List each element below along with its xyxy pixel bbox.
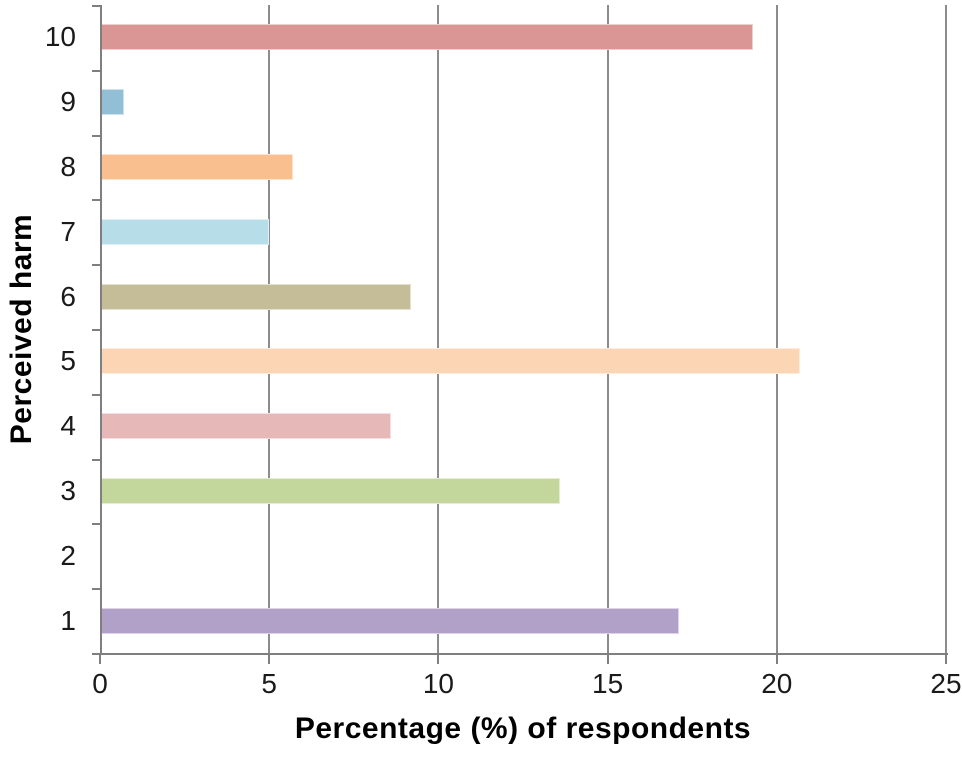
category-label-6: 6 (60, 280, 76, 312)
category-label-1: 1 (60, 604, 76, 636)
x-tick-mark-5 (268, 655, 271, 664)
x-tick-label-5: 5 (261, 668, 277, 699)
bar-row-7 (100, 199, 946, 264)
y-axis-title: Perceived harm (5, 213, 38, 445)
y-tick-mark (92, 588, 100, 591)
bar-row-6 (100, 264, 946, 329)
bar-category-7 (100, 218, 270, 245)
bar-category-6 (100, 283, 412, 310)
y-axis-line (100, 5, 102, 655)
bar-row-9 (100, 70, 946, 135)
bar-row-3 (100, 459, 946, 524)
x-tick-mark-15 (606, 655, 609, 664)
bar-row-8 (100, 135, 946, 200)
gridline-x-5 (268, 5, 271, 653)
gridline-x-15 (606, 5, 609, 653)
gridline-x-10 (437, 5, 440, 653)
category-label-10: 10 (44, 21, 76, 53)
x-tick-label-20: 20 (761, 668, 793, 699)
bar-row-4 (100, 394, 946, 459)
x-tick-label-15: 15 (592, 668, 624, 699)
category-label-3: 3 (60, 475, 76, 506)
gridline-x-25 (945, 5, 947, 653)
category-label-2: 2 (60, 539, 76, 571)
plot-area (100, 5, 947, 653)
x-axis-title: Percentage (%) of respondents (294, 712, 752, 745)
y-tick-mark (92, 523, 100, 526)
x-tick-mark-25 (945, 655, 947, 664)
category-label-7: 7 (60, 215, 76, 247)
y-tick-mark (92, 329, 100, 331)
bar-category-8 (100, 153, 293, 180)
bar-category-10 (100, 24, 754, 51)
bar-category-9 (100, 89, 124, 116)
x-tick-label-10: 10 (422, 668, 454, 699)
bar-row-5 (100, 329, 946, 394)
x-axis-line (92, 653, 948, 655)
bar-category-5 (100, 348, 801, 375)
bar-category-4 (100, 413, 392, 440)
y-tick-mark (92, 5, 100, 7)
category-label-4: 4 (60, 410, 76, 442)
gridline-x-20 (775, 5, 778, 653)
bar-row-1 (100, 588, 946, 653)
x-tick-mark-10 (437, 655, 440, 664)
category-label-9: 9 (60, 86, 76, 118)
y-tick-mark (92, 393, 100, 396)
y-tick-mark (92, 199, 100, 202)
bar-category-1 (100, 607, 679, 634)
bar-category-3 (100, 477, 561, 504)
bar-row-2 (100, 523, 946, 588)
category-label-8: 8 (60, 151, 76, 182)
y-tick-mark (92, 134, 100, 137)
x-tick-label-0: 0 (92, 668, 108, 699)
y-tick-mark (92, 69, 100, 72)
y-tick-mark (92, 264, 100, 267)
x-tick-label-25: 25 (930, 668, 962, 699)
category-label-5: 5 (60, 345, 76, 377)
bar-row-10 (100, 5, 946, 70)
x-tick-mark-20 (775, 655, 778, 664)
y-tick-mark (92, 458, 100, 461)
x-tick-mark-0 (99, 655, 101, 664)
